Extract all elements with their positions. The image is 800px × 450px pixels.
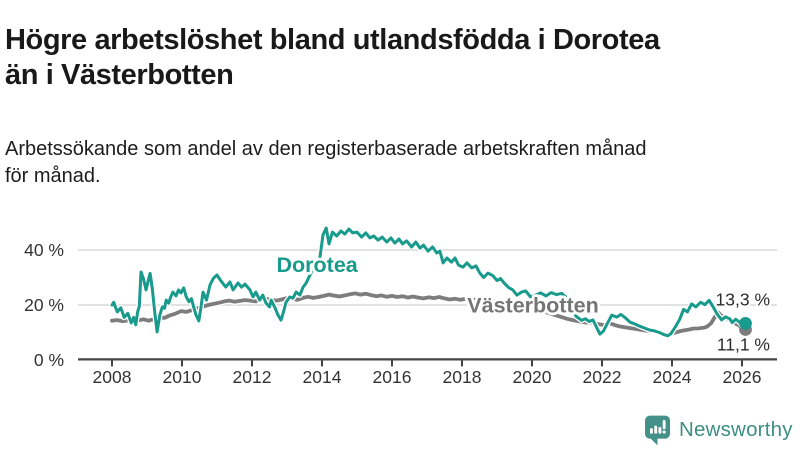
end-value-label-0: 13,3 % [716,289,770,309]
subtitle-line-2: för månad. [5,165,101,187]
brand-name: Newsworthy [679,418,793,441]
subtitle-line-1: Arbetssökande som andel av den registerb… [5,138,647,160]
exclamation-bar [662,419,666,429]
exclamation-dot [662,429,666,434]
x-axis-label: 2018 [443,367,482,387]
x-axis-label: 2022 [583,367,622,387]
x-axis-label: 2020 [513,367,552,387]
title-line-1: Högre arbetslöshet bland utlandsfödda i … [5,24,660,57]
x-axis-label: 2024 [653,367,692,387]
newsworthy-logo: Newsworthy [645,413,793,447]
chart-description: Arbetssökande som andel av den registerb… [5,136,795,190]
y-axis-label: 0 % [34,350,64,370]
x-axis-label: 2008 [93,367,132,387]
x-axis-label: 2010 [163,367,202,387]
x-axis-label: 2016 [373,367,412,387]
bar-3 [658,426,662,434]
page-title: Högre arbetslöshet bland utlandsfödda i … [5,23,795,93]
series-label-1: Västerbotten [467,293,598,317]
series-halo-0 [109,225,749,339]
speech-bubble-shape [645,415,670,445]
series-line-0 [110,226,747,338]
x-axis-label: 2026 [723,367,762,387]
x-axis-label: 2012 [233,367,272,387]
end-value-label-1: 11,1 % [717,335,770,355]
title-line-2: än i Västerbotten [5,59,234,92]
bar-1 [650,427,653,434]
series-end-dot-0 [739,317,752,330]
bar-2 [654,425,658,434]
newsworthy-icon [645,415,670,445]
y-axis-label: 40 % [24,240,64,260]
series-label-0: Dorotea [277,253,359,277]
y-axis-label: 20 % [24,295,64,315]
x-axis-label: 2014 [303,367,342,387]
